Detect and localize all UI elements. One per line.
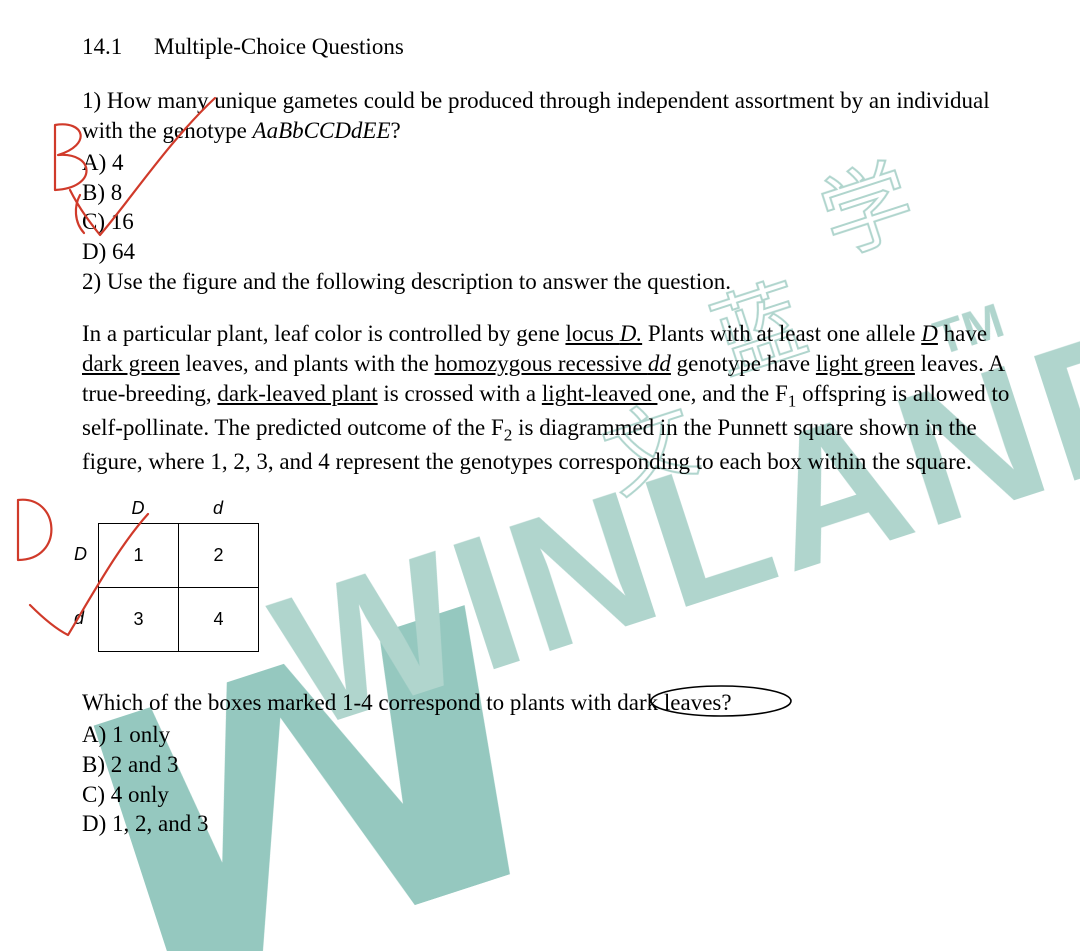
page-content: 14.1 Multiple-Choice Questions 1) How ma… (82, 32, 1012, 839)
section-header: 14.1 Multiple-Choice Questions (82, 32, 1012, 62)
punnett-left-d: d (74, 587, 87, 651)
punnett-top-d: d (178, 497, 258, 520)
punnett-top-labels: D d (98, 497, 258, 520)
q1-text-a: How many unique gametes could be produce… (82, 88, 990, 143)
q2-option-c: C) 4 only (82, 780, 1012, 810)
punnett-left-D: D (74, 523, 87, 587)
section-number: 14.1 (82, 32, 122, 62)
section-title: Multiple-Choice Questions (154, 34, 404, 59)
punnett-square: D d D d 1 2 3 4 (68, 495, 288, 660)
punnett-top-D: D (98, 497, 178, 520)
q1-options: A) 4 B) 8 C) 16 D) 64 (82, 148, 1012, 268)
q2-followup-a: Which of the boxes marked 1-4 correspond… (82, 690, 617, 715)
q1-stem: 1) How many unique gametes could be prod… (82, 86, 1012, 146)
q2-number: 2) (82, 269, 101, 294)
q1-option-a: A) 4 (82, 148, 1012, 178)
q2-options: A) 1 only B) 2 and 3 C) 4 only D) 1, 2, … (82, 720, 1012, 840)
q2-option-d: D) 1, 2, and 3 (82, 809, 1012, 839)
q2-option-b: B) 2 and 3 (82, 750, 1012, 780)
q2-paragraph: In a particular plant, leaf color is con… (82, 319, 1012, 477)
punnett-grid: 1 2 3 4 (98, 523, 259, 652)
punnett-cell-3: 3 (99, 587, 179, 651)
punnett-cell-1: 1 (99, 523, 179, 587)
q2-lead: 2) Use the figure and the following desc… (82, 267, 1012, 297)
q1-option-c: C) 16 (82, 207, 1012, 237)
q1-number: 1) (82, 88, 101, 113)
handwritten-D (18, 500, 51, 560)
punnett-cell-4: 4 (179, 587, 259, 651)
punnett-left-labels: D d (74, 523, 87, 651)
q1-option-d: D) 64 (82, 237, 1012, 267)
q2-option-a: A) 1 only (82, 720, 1012, 750)
circle-annotation (647, 682, 797, 720)
punnett-cell-2: 2 (179, 523, 259, 587)
q2-followup: Which of the boxes marked 1-4 correspond… (82, 688, 1012, 718)
q2-lead-text: Use the figure and the following descrip… (107, 269, 731, 294)
q1-text-b: ? (391, 118, 401, 143)
q1-option-b: B) 8 (82, 178, 1012, 208)
q1-genotype: AaBbCCDdEE (253, 118, 391, 143)
